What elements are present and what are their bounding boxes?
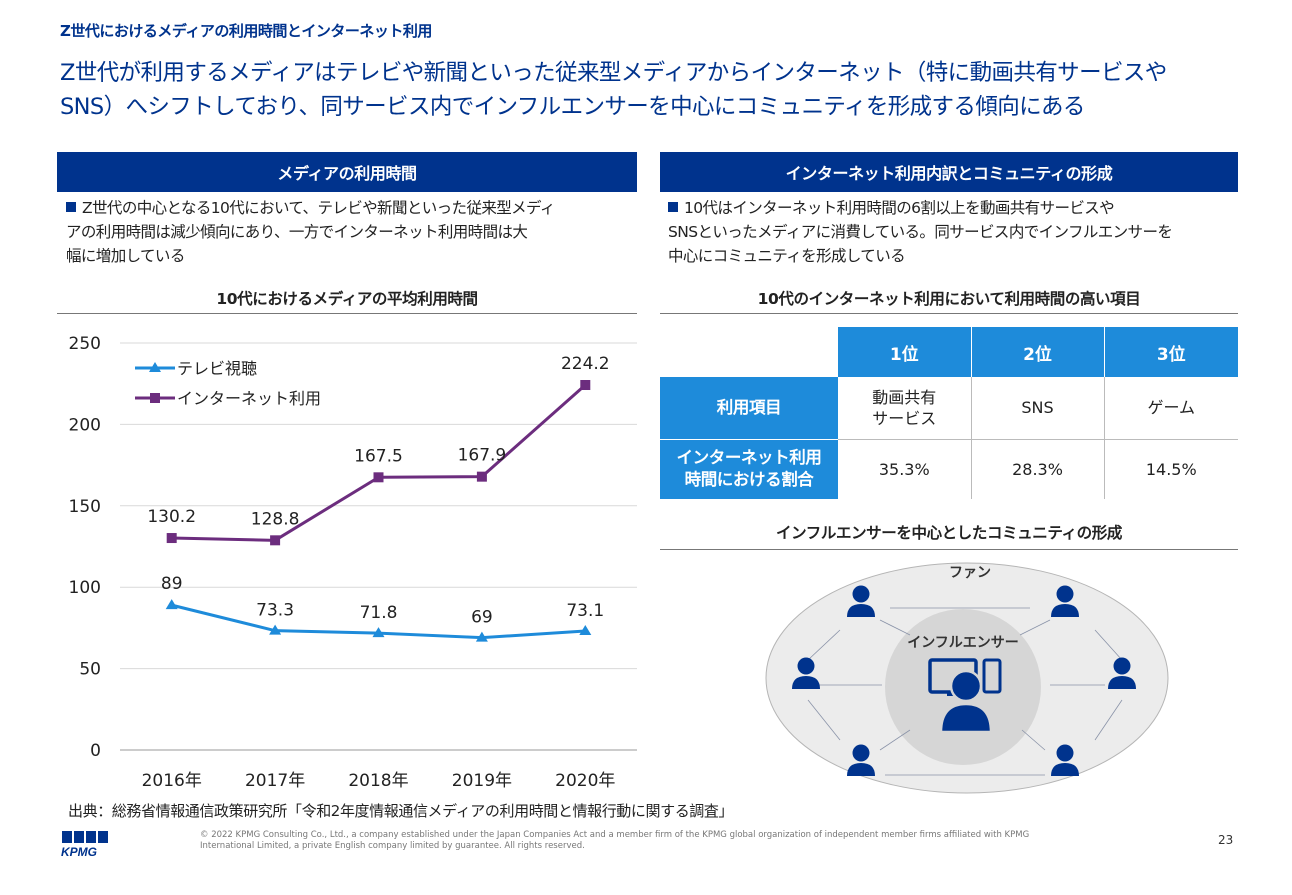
influencer-label: インフルエンサー — [907, 635, 1019, 651]
x-tick-label: 2020年 — [555, 771, 615, 791]
page-number: 23 — [1218, 833, 1234, 847]
data-point-marker — [165, 599, 178, 610]
y-tick-label: 250 — [69, 334, 101, 354]
row-header-line-2: 時間における割合 — [684, 470, 814, 490]
chart-title-rule — [57, 313, 637, 314]
legend-label: インターネット利用 — [177, 389, 321, 408]
community-title: インフルエンサーを中心としたコミュニティの形成 — [776, 524, 1122, 542]
logo-text: KPMG — [61, 845, 97, 859]
table-row-header: インターネット利用 時間における割合 — [660, 439, 838, 499]
left-bullet-line-2: アの利用時間は減少傾向にあり、一方でインターネット利用時間は大 — [66, 223, 528, 241]
legend-marker — [150, 393, 160, 403]
table-cell: SNS — [970, 377, 1104, 440]
data-point-marker — [373, 472, 384, 483]
left-bullet-line-1: Z世代の中心となる10代において、テレビや新聞といった従来型メディ — [82, 199, 555, 217]
row-header-line-1: インターネット利用 — [676, 448, 822, 468]
data-label: 224.2 — [561, 354, 610, 374]
table-cell: 28.3% — [970, 439, 1104, 499]
x-tick-label: 2018年 — [348, 771, 408, 791]
influencer-icon — [928, 658, 1002, 734]
data-point-marker — [579, 624, 592, 635]
y-tick-label: 0 — [90, 741, 101, 761]
data-point-marker — [372, 627, 385, 638]
data-point-marker — [475, 631, 488, 642]
copyright-line-2: International Limited, a private English… — [200, 841, 585, 851]
data-label: 130.2 — [147, 507, 196, 527]
bullet-square-icon — [66, 202, 76, 212]
legend-label: テレビ視聴 — [177, 359, 257, 378]
right-bullet-line-1: 10代はインターネット利用時間の6割以上を動画共有サービスや — [684, 199, 1115, 217]
connection-lines — [807, 607, 1123, 776]
data-point-marker — [166, 533, 177, 544]
data-label: 71.8 — [360, 603, 398, 623]
copyright: © 2022 KPMG Consulting Co., Ltd., a comp… — [200, 830, 1100, 852]
y-tick-label: 150 — [69, 497, 101, 517]
fan-label: ファン — [949, 565, 991, 581]
chart-title: 10代におけるメディアの平均利用時間 — [216, 290, 478, 308]
community-diagram: ファン インフルエンサー — [765, 562, 1169, 794]
data-point-marker — [580, 380, 591, 391]
x-tick-label: 2017年 — [245, 771, 305, 791]
left-section-header: メディアの利用時間 — [57, 152, 637, 192]
x-tick-label: 2016年 — [142, 771, 202, 791]
data-label: 167.5 — [354, 446, 403, 466]
table-cell: ゲーム — [1103, 377, 1238, 440]
right-section-header: インターネット利用内訳とコミュニティの形成 — [660, 152, 1238, 192]
table-col-header: 1位 — [838, 327, 972, 377]
table-cell: 動画共有 サービス — [838, 377, 971, 440]
table-title-rule — [660, 313, 1238, 314]
data-label: 69 — [471, 608, 493, 628]
headline: Z世代が利用するメディアはテレビや新聞といった従来型メディアからインターネット（… — [60, 56, 1260, 124]
kpmg-logo: KPMG — [61, 831, 108, 859]
ranking-table: 1位 2位 3位 利用項目 動画共有 サービス SNS ゲーム インターネット利… — [660, 327, 1238, 499]
headline-line-1: Z世代が利用するメディアはテレビや新聞といった従来型メディアからインターネット（… — [60, 60, 1167, 86]
data-label: 89 — [161, 574, 183, 594]
copyright-line-1: © 2022 KPMG Consulting Co., Ltd., a comp… — [200, 830, 1030, 840]
data-point-marker — [476, 471, 487, 482]
right-bullet-text: 10代はインターネット利用時間の6割以上を動画共有サービスや SNSといったメデ… — [668, 196, 1238, 268]
legend-marker — [149, 362, 161, 372]
data-label: 128.8 — [251, 509, 300, 529]
data-label: 167.9 — [458, 446, 507, 466]
x-tick-label: 2019年 — [452, 771, 512, 791]
table-cell: 35.3% — [878, 459, 930, 479]
headline-line-2: SNS）へシフトしており、同サービス内でインフルエンサーを中心にコミュニティを形… — [60, 94, 1085, 120]
table-corner — [660, 327, 838, 377]
left-bullet-line-3: 幅に増加している — [66, 247, 185, 265]
data-point-marker — [270, 535, 281, 546]
table-cell: 14.5% — [1103, 439, 1238, 499]
table-title: 10代のインターネット利用において利用時間の高い項目 — [757, 290, 1141, 308]
data-label: 73.1 — [566, 601, 604, 621]
left-bullet-text: Z世代の中心となる10代において、テレビや新聞といった従来型メディ アの利用時間… — [66, 196, 636, 268]
y-tick-label: 100 — [69, 578, 101, 598]
y-tick-label: 200 — [69, 415, 101, 435]
table-row-header: 利用項目 — [660, 377, 838, 440]
bullet-square-icon — [668, 202, 678, 212]
data-point-marker — [269, 624, 282, 635]
data-label: 73.3 — [256, 601, 294, 621]
right-bullet-line-2: SNSといったメディアに消費している。同サービス内でインフルエンサーを — [668, 223, 1173, 241]
source-citation: 出典：総務省情報通信政策研究所「令和2年度情報通信メディアの利用時間と情報行動に… — [68, 802, 734, 820]
table-col-header: 2位 — [971, 327, 1105, 377]
right-bullet-line-3: 中心にコミュニティを形成している — [668, 247, 906, 265]
table-col-header: 3位 — [1104, 327, 1238, 377]
community-title-rule — [660, 549, 1238, 550]
y-tick-label: 50 — [79, 660, 101, 680]
kicker-title: Z世代におけるメディアの利用時間とインターネット利用 — [60, 22, 432, 40]
line-chart: 0 50 100 150 200 250 2016年 2017年 2018年 2019年 2020年… — [69, 334, 637, 791]
